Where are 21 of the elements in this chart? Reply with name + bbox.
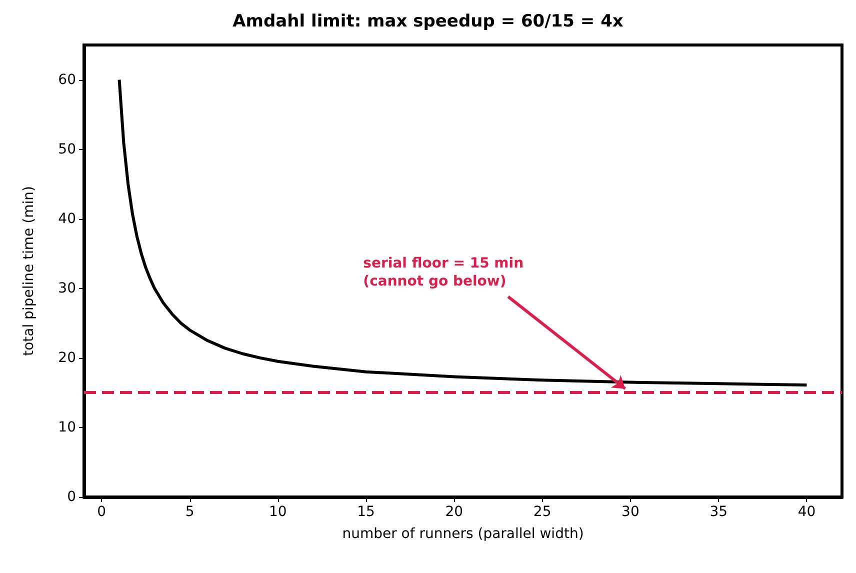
x-axis-title: number of runners (parallel width) (342, 526, 584, 542)
chart-title: Amdahl limit: max speedup = 60/15 = 4x (232, 12, 624, 32)
x-tick-label: 30 (622, 504, 640, 520)
x-tick-label: 15 (357, 504, 375, 520)
x-tick-label: 0 (97, 504, 106, 520)
y-tick-label: 10 (58, 419, 76, 436)
annotation: serial floor = 15 min (cannot go below) (363, 256, 524, 290)
y-tick-label: 20 (58, 350, 76, 366)
y-axis-title: total pipeline time (min) (21, 186, 37, 356)
x-tick-label: 20 (445, 504, 464, 520)
x-tick-label: 35 (710, 504, 728, 520)
line-series (118, 78, 808, 387)
y-tick-label: 60 (58, 72, 76, 88)
y-tick-label: 30 (58, 280, 76, 296)
x-tick-label: 10 (268, 504, 287, 520)
y-tick-label: 50 (58, 141, 76, 158)
x-tick-label: 25 (533, 504, 552, 520)
y-tick-label: 0 (67, 489, 76, 505)
x-tick-label: 5 (185, 504, 194, 520)
x-tick-label: 40 (798, 504, 816, 520)
y-tick-label: 40 (58, 210, 76, 227)
